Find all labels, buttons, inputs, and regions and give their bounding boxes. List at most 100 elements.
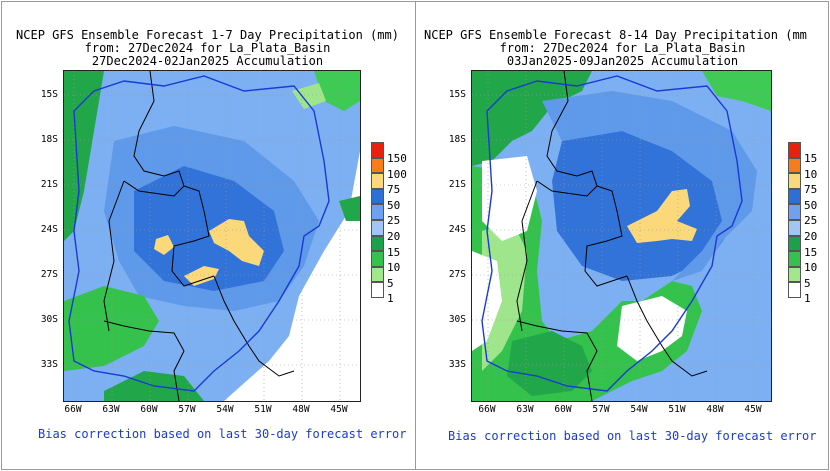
legend-swatch [371, 142, 384, 158]
legend-label: 10 [387, 261, 401, 275]
legend-swatch [371, 235, 384, 252]
legend-label: 25 [804, 214, 818, 228]
precip-area-green-south [507, 331, 592, 396]
legend-label: 1 [387, 292, 394, 306]
country-borders [516, 71, 708, 401]
legend-label: 20 [804, 230, 818, 243]
panel-title-line1: NCEP GFS Ensemble Forecast 1-7 Day Preci… [16, 28, 399, 42]
legend-swatch [371, 204, 384, 220]
lat-label: 21S [40, 179, 58, 190]
lon-label: 63W [102, 404, 120, 415]
lat-label: 15S [40, 89, 58, 100]
lat-label: 33S [448, 359, 466, 370]
legend-label: 1 [804, 292, 811, 306]
color-legend: 15 10 75 50 25 20 15 10 5 1 [788, 142, 829, 332]
precipitation-map [471, 70, 772, 402]
precip-area-pale-green [482, 221, 527, 371]
legend-swatch [371, 220, 384, 236]
lon-label: 45W [744, 404, 762, 415]
lat-label: 18S [448, 134, 466, 145]
legend-swatch [788, 266, 801, 283]
lat-label: 24S [448, 224, 466, 235]
legend-label: 100 [387, 167, 407, 181]
legend-label: 75 [387, 183, 401, 197]
legend-swatch [788, 188, 801, 205]
precip-area-white-sw [472, 251, 502, 351]
legend-swatch [371, 266, 384, 283]
panel-title-line2: from: 27Dec2024 for La_Plata_Basin [499, 41, 746, 55]
panel-title-line3: 03Jan2025-09Jan2025 Accumulation [506, 54, 739, 68]
color-legend: 150 100 75 50 25 20 15 10 5 1 [371, 142, 415, 332]
lon-label: 48W [292, 404, 310, 415]
legend-label: 10 [804, 167, 818, 181]
lon-label: 51W [254, 404, 272, 415]
precip-area-yellow-1 [154, 235, 174, 255]
precipitation-map [63, 70, 361, 402]
lon-label: 66W [478, 404, 496, 415]
lon-label: 66W [64, 404, 82, 415]
panel-title-line1: NCEP GFS Ensemble Forecast 8-14 Day Prec… [424, 28, 807, 42]
lat-label: 18S [40, 134, 58, 145]
graticule [64, 71, 360, 401]
legend-label: 15 [387, 245, 401, 259]
legend-swatch [371, 251, 384, 267]
legend-label: 150 [387, 152, 407, 165]
legend-swatch [788, 142, 801, 158]
legend-swatch [788, 204, 801, 220]
legend-label: 5 [387, 276, 394, 290]
panel-title-line3: 27Dec2024-02Jan2025 Accumulation [91, 54, 324, 68]
legend-swatch [788, 235, 801, 252]
lat-label: 30S [448, 314, 466, 325]
lat-label: 15S [448, 89, 466, 100]
precip-area-green-north [472, 71, 592, 166]
lat-label: 30S [40, 314, 58, 325]
lon-label: 54W [216, 404, 234, 415]
basin-outline [481, 75, 743, 392]
precip-area-yellow-3 [184, 266, 219, 286]
legend-swatch [788, 251, 801, 267]
legend-swatch [788, 282, 801, 298]
country-borders [103, 71, 295, 401]
lon-label: 63W [516, 404, 534, 415]
legend-label: 75 [804, 183, 818, 197]
forecast-panel-week1: NCEP GFS Ensemble Forecast 1-7 Day Preci… [16, 28, 415, 442]
lon-label: 51W [668, 404, 686, 415]
legend-label: 5 [804, 276, 811, 290]
legend-swatch [371, 188, 384, 205]
precip-area-mid-blue [542, 91, 757, 281]
legend-swatch [371, 282, 384, 298]
bias-correction-note: Bias correction based on last 30-day for… [38, 427, 407, 441]
lon-label: 54W [630, 404, 648, 415]
legend-label: 50 [387, 198, 401, 212]
precip-area-green-sw [64, 286, 159, 371]
lat-label: 27S [448, 269, 466, 280]
precip-shading [472, 71, 771, 401]
legend-swatch [371, 173, 384, 189]
lat-label: 24S [40, 224, 58, 235]
legend-swatch [788, 173, 801, 189]
legend-label: 50 [804, 198, 818, 212]
precip-area-pale-green [292, 83, 326, 109]
precip-area-yellow [627, 189, 697, 243]
legend-label: 15 [804, 152, 818, 165]
precip-area-green-coast [339, 196, 360, 221]
legend-label: 15 [804, 245, 818, 259]
legend-label: 10 [804, 261, 818, 275]
precip-area-white-west [482, 156, 537, 241]
lon-label: 57W [178, 404, 196, 415]
lon-label: 60W [554, 404, 572, 415]
precip-area-yellow-2 [209, 219, 264, 266]
lat-label: 27S [40, 269, 58, 280]
basin-outline [68, 75, 330, 392]
lon-label: 48W [706, 404, 724, 415]
legend-swatch [788, 157, 801, 174]
lon-label: 45W [330, 404, 348, 415]
legend-label: 20 [387, 230, 401, 243]
legend-swatch [788, 220, 801, 236]
panel-divider [415, 1, 416, 469]
panel-title-line2: from: 27Dec2024 for La_Plata_Basin [84, 41, 331, 55]
legend-swatch [371, 157, 384, 174]
bias-correction-note: Bias correction based on last 30-day for… [448, 429, 817, 443]
forecast-panel-week2: NCEP GFS Ensemble Forecast 8-14 Day Prec… [416, 0, 829, 471]
lat-label: 21S [448, 179, 466, 190]
